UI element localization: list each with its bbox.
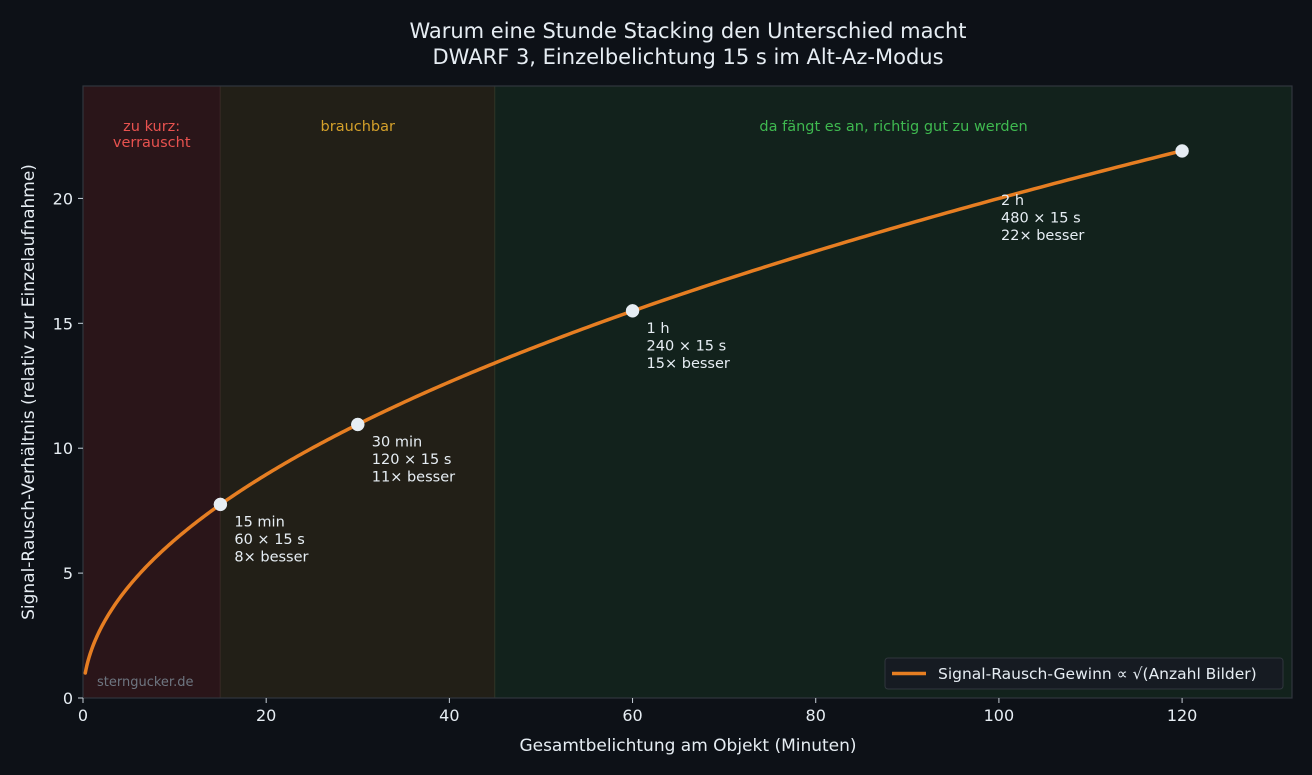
region-band [495, 86, 1293, 698]
y-tick-label: 0 [63, 689, 73, 708]
x-axis-label: Gesamtbelichtung am Objekt (Minuten) [519, 736, 856, 756]
legend-box [884, 657, 1284, 690]
x-tick-label: 80 [806, 706, 826, 725]
data-label: 60 × 15 s [234, 532, 304, 548]
x-tick-label: 60 [622, 706, 642, 725]
region-label: verrauscht [113, 135, 191, 151]
x-tick-label: 20 [256, 706, 276, 725]
region-band [220, 86, 496, 698]
data-point [213, 497, 228, 512]
data-label: 2 h [1001, 193, 1024, 209]
data-point [1175, 144, 1189, 158]
data-point [351, 417, 365, 432]
axes-frame [82, 85, 1293, 699]
y-tick-label: 10 [53, 439, 73, 458]
y-axis-label: Signal-Rausch-Verhältnis (relativ zur Ei… [19, 164, 39, 620]
x-tick-label: 100 [984, 706, 1015, 725]
data-label: 15 min [234, 514, 284, 530]
region-band [83, 86, 221, 698]
region-label: zu kurz: [123, 119, 180, 135]
data-label: 240 × 15 s [647, 338, 727, 354]
data-label: 30 min [372, 434, 422, 450]
data-label: 1 h [647, 321, 670, 337]
x-tick-label: 40 [439, 706, 459, 725]
chart-title: Warum eine Stunde Stacking den Unterschi… [409, 19, 966, 43]
y-tick-label: 5 [63, 564, 73, 583]
x-tick-label: 120 [1167, 706, 1198, 725]
region-label: brauchbar [321, 119, 395, 135]
legend-label: Signal-Rausch-Gewinn ∝ √(Anzahl Bilder) [938, 665, 1257, 683]
data-point [625, 304, 640, 318]
region-label: da fängt es an, richtig gut zu werden [759, 119, 1027, 135]
plot-area: zu kurz:verrauscht brauchbar da fängt es a… [53, 85, 1293, 725]
data-label: 120 × 15 s [372, 452, 452, 468]
y-tick-label: 15 [53, 314, 73, 333]
data-label: 22× besser [1001, 228, 1084, 244]
y-tick-label: 20 [53, 189, 73, 208]
data-label: 11× besser [372, 469, 455, 485]
data-label: 15× besser [647, 356, 730, 372]
x-tick-label: 0 [78, 706, 88, 725]
data-label: 480 × 15 s [1001, 211, 1081, 227]
data-label: 8× besser [234, 549, 308, 565]
chart-subtitle: DWARF 3, Einzelbelichtung 15 s im Alt-Az… [432, 45, 943, 69]
watermark-text: sterngucker.de [97, 675, 193, 690]
